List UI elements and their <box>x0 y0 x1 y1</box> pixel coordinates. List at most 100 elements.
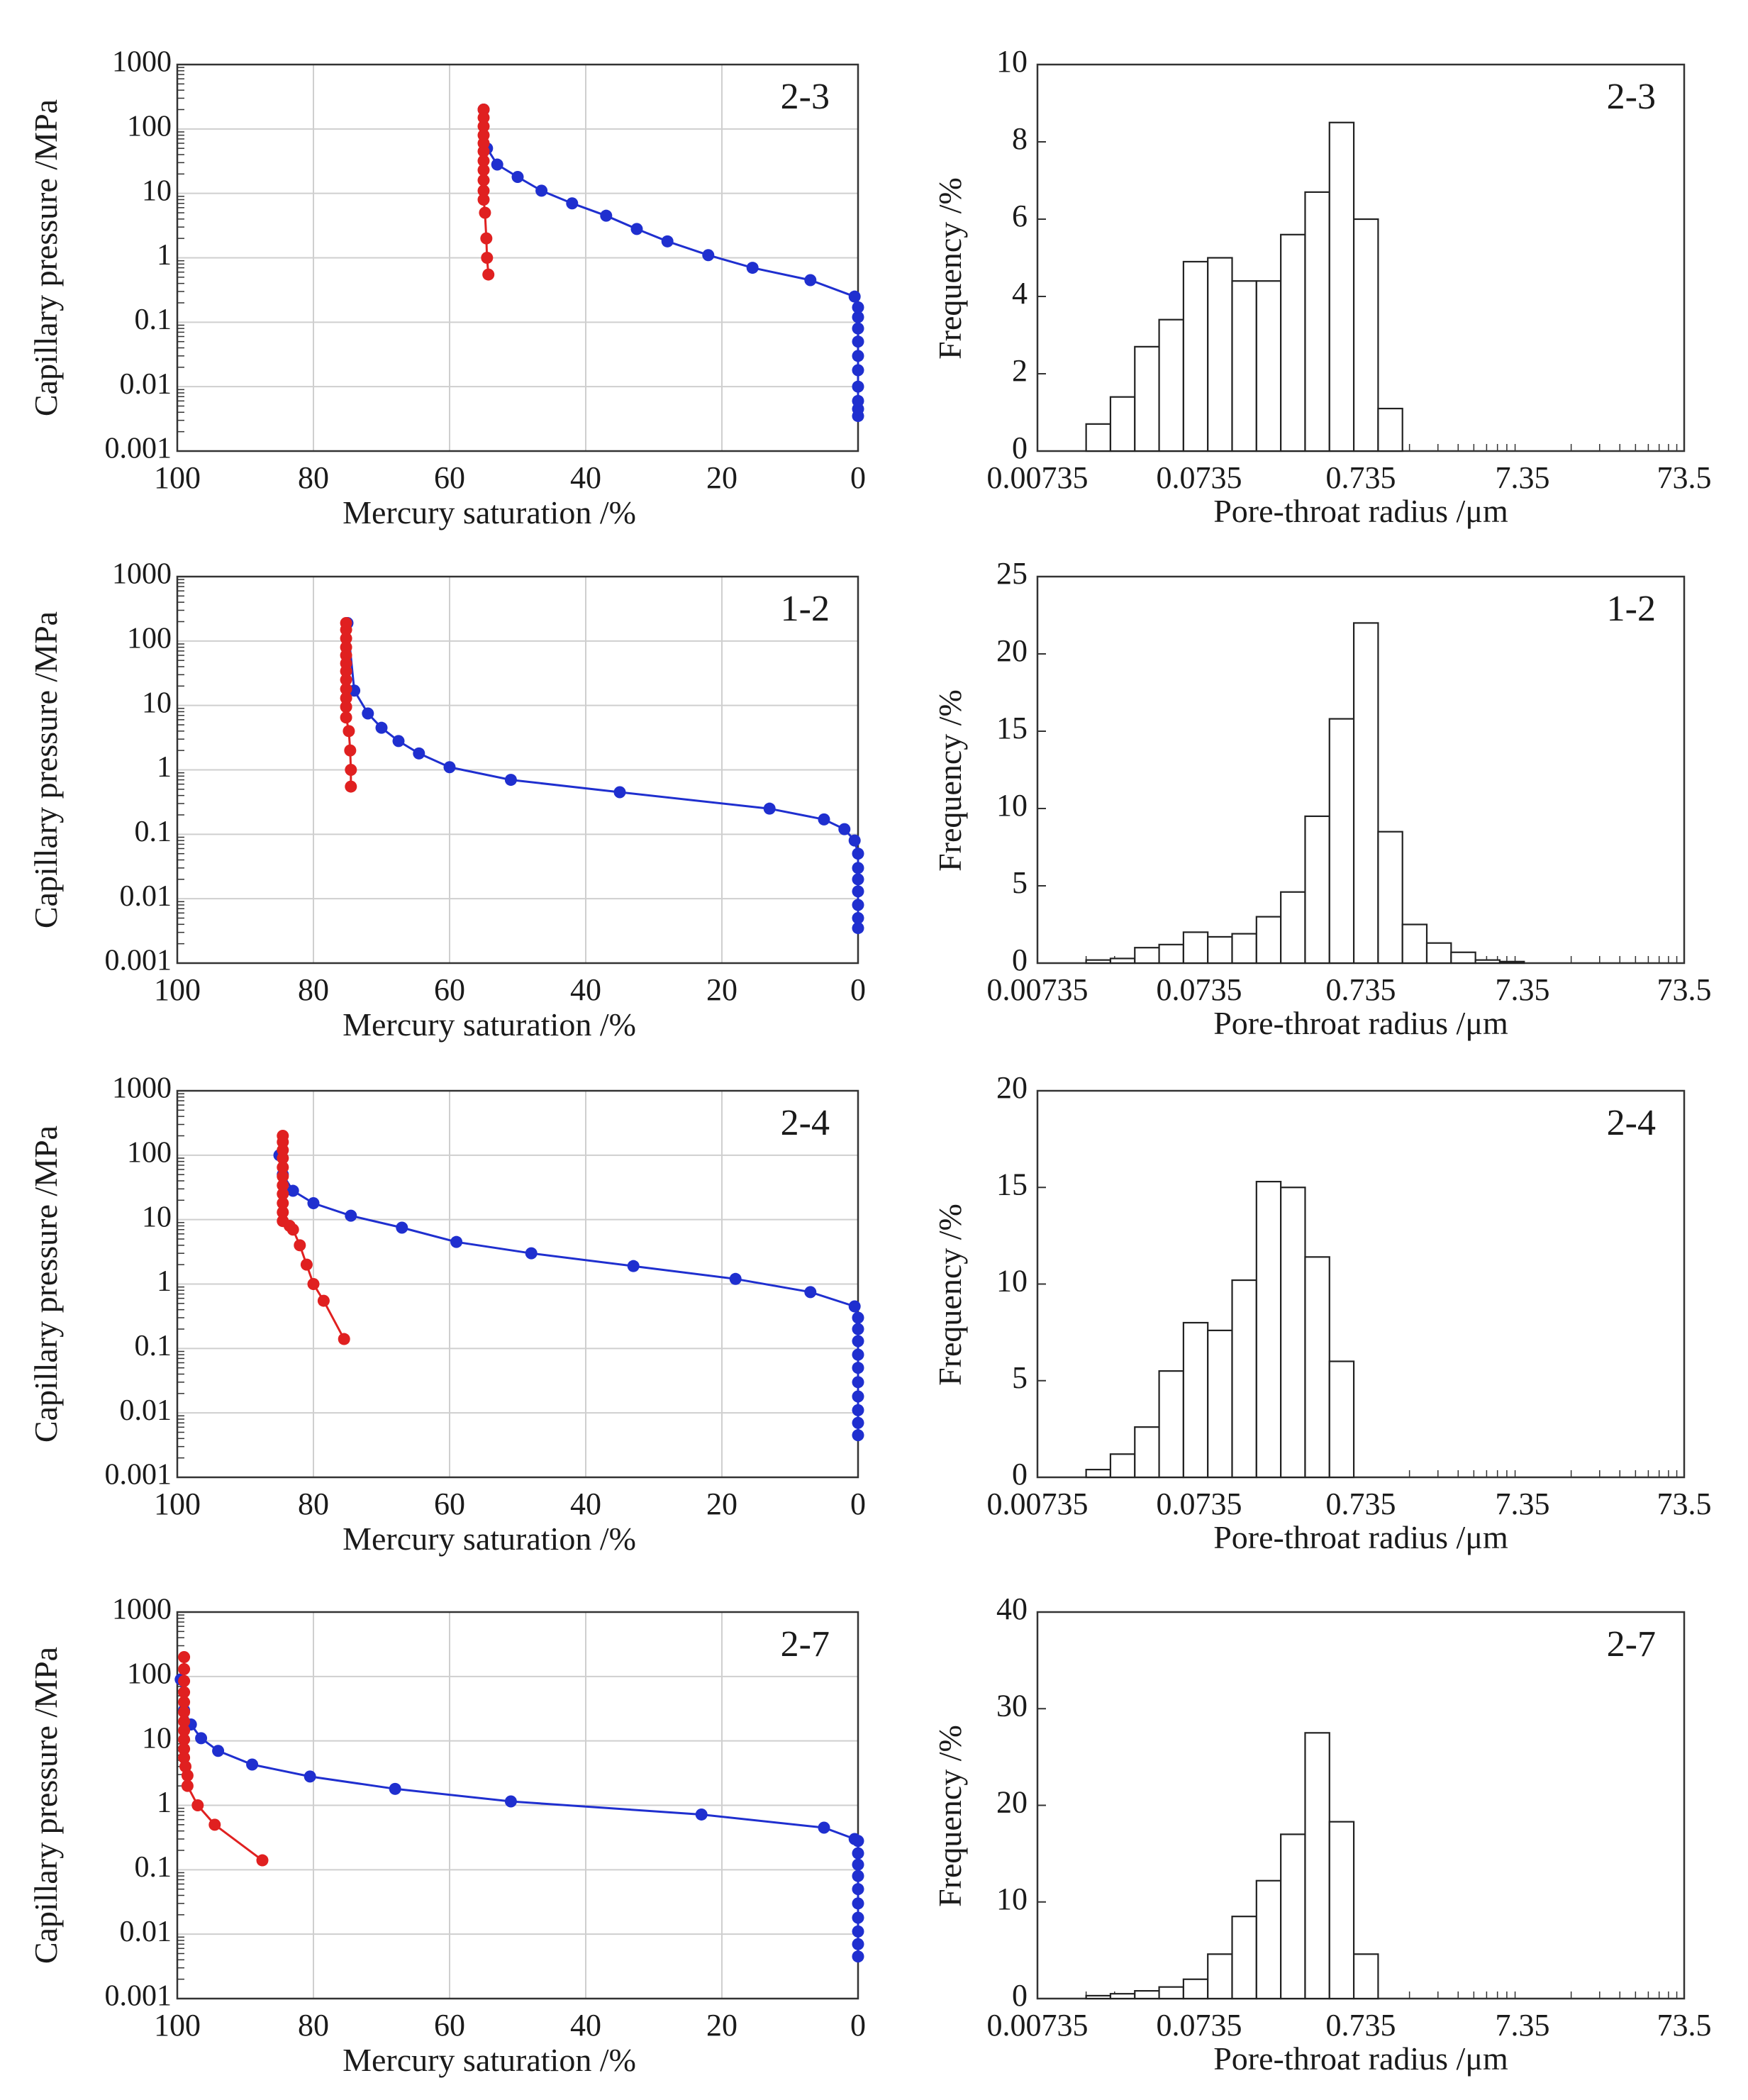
y-tick-label: 30 <box>996 1688 1028 1723</box>
y-axis-label: Capillary pressure /MPa <box>28 611 64 928</box>
y-tick-label: 0 <box>1012 1457 1028 1491</box>
y-tick-label: 1000 <box>112 1594 172 1626</box>
x-tick-label: 0.0735 <box>1157 1487 1242 1521</box>
y-tick-label: 15 <box>996 1167 1028 1201</box>
histogram-bar <box>1304 191 1330 452</box>
histogram-bar <box>1109 396 1136 452</box>
histogram-bar <box>1425 942 1452 965</box>
x-tick-label: 0.0735 <box>1157 2008 1242 2043</box>
injection-point <box>392 735 405 748</box>
injection-point <box>566 197 579 210</box>
histogram-bar <box>1109 957 1136 965</box>
injection-point <box>852 862 864 874</box>
withdrawal-point <box>340 711 352 724</box>
plot-frame <box>1036 1089 1686 1479</box>
plot-frame <box>176 575 859 965</box>
y-tick-label: 100 <box>127 1136 172 1169</box>
injection-point <box>852 1911 864 1924</box>
injection-point <box>195 1732 208 1745</box>
injection-point <box>852 380 864 393</box>
y-tick-label: 10 <box>996 1882 1028 1916</box>
y-tick-label: 0.1 <box>135 1851 172 1884</box>
withdrawal-point <box>477 184 490 197</box>
withdrawal-point <box>477 120 490 133</box>
withdrawal-point <box>477 164 490 177</box>
y-tick-label: 10 <box>142 174 172 207</box>
y-tick-label: 6 <box>1012 199 1028 233</box>
histogram-bar <box>1231 933 1257 965</box>
withdrawal-point <box>277 1196 289 1209</box>
withdrawal-point <box>178 1696 191 1709</box>
histogram-bar <box>1231 1279 1257 1479</box>
histogram-bar <box>1231 280 1257 452</box>
y-tick-label: 0 <box>1012 430 1028 465</box>
sample-label: 2-4 <box>781 1103 830 1143</box>
histogram-bar <box>1158 318 1184 452</box>
y-tick-label: 15 <box>996 711 1028 745</box>
y-tick-label: 0.1 <box>135 304 172 336</box>
histogram-bar <box>1280 233 1306 452</box>
injection-point <box>852 848 864 860</box>
histogram-bar <box>1255 1879 1282 2000</box>
withdrawal-point <box>300 1258 313 1271</box>
withdrawal-point <box>345 764 357 776</box>
y-tick-label: 0.01 <box>120 1394 172 1427</box>
histogram-bar <box>1207 1329 1233 1479</box>
plot-frame <box>176 63 859 452</box>
injection-point <box>212 1745 225 1757</box>
y-tick-label: 0.01 <box>120 1916 172 1948</box>
withdrawal-point <box>307 1278 320 1290</box>
withdrawal-point <box>277 1179 289 1191</box>
withdrawal-point <box>178 1724 191 1737</box>
histogram-bar <box>1085 1469 1112 1479</box>
y-tick-label: 10 <box>996 44 1028 79</box>
injection-curve <box>482 109 859 416</box>
y-tick-label: 0.001 <box>105 945 172 977</box>
y-tick-label: 10 <box>142 1201 172 1233</box>
histogram-bar <box>1085 423 1112 452</box>
histogram-bar <box>1231 1916 1257 2000</box>
injection-point <box>848 1300 861 1313</box>
injection-point <box>362 707 374 720</box>
injection-point <box>504 1795 517 1808</box>
injection-point <box>491 158 503 171</box>
withdrawal-point <box>345 780 357 793</box>
withdrawal-point <box>477 111 490 124</box>
y-tick-label: 1 <box>157 751 172 784</box>
y-tick-label: 0 <box>1012 943 1028 977</box>
x-tick-label: 80 <box>298 972 329 1007</box>
sample-label: 1-2 <box>1607 589 1656 629</box>
x-axis-label: Pore-throat radius /μm <box>1213 493 1508 529</box>
injection-point <box>307 1196 320 1209</box>
histogram-bar <box>1158 943 1184 965</box>
withdrawal-point <box>178 1715 191 1728</box>
withdrawal-point <box>343 725 355 738</box>
x-tick-label: 20 <box>706 1487 737 1521</box>
y-tick-label: 0.001 <box>105 1980 172 2013</box>
x-tick-label: 100 <box>154 1487 201 1521</box>
histogram-bar <box>1280 1833 1306 2000</box>
injection-point <box>763 802 776 815</box>
withdrawal-point <box>477 155 490 167</box>
injection-point <box>450 1235 463 1248</box>
histogram-bar <box>1207 257 1233 452</box>
injection-point <box>345 1209 357 1222</box>
withdrawal-point <box>477 193 490 206</box>
injection-point <box>852 301 864 313</box>
y-tick-label: 100 <box>127 1657 172 1690</box>
injection-curve <box>346 623 859 928</box>
injection-point <box>504 774 517 787</box>
withdrawal-point <box>340 682 352 695</box>
injection-point <box>600 209 613 222</box>
withdrawal-point <box>277 1161 289 1174</box>
injection-point <box>246 1758 259 1771</box>
sample-label: 1-2 <box>781 589 830 629</box>
x-tick-label: 0.00735 <box>987 1487 1089 1521</box>
x-axis-label: Mercury saturation /% <box>343 2042 636 2078</box>
y-tick-label: 2 <box>1012 353 1028 388</box>
withdrawal-point <box>344 744 357 757</box>
x-tick-label: 20 <box>706 972 737 1007</box>
histogram-bar <box>1109 1993 1136 2000</box>
injection-point <box>804 274 817 287</box>
